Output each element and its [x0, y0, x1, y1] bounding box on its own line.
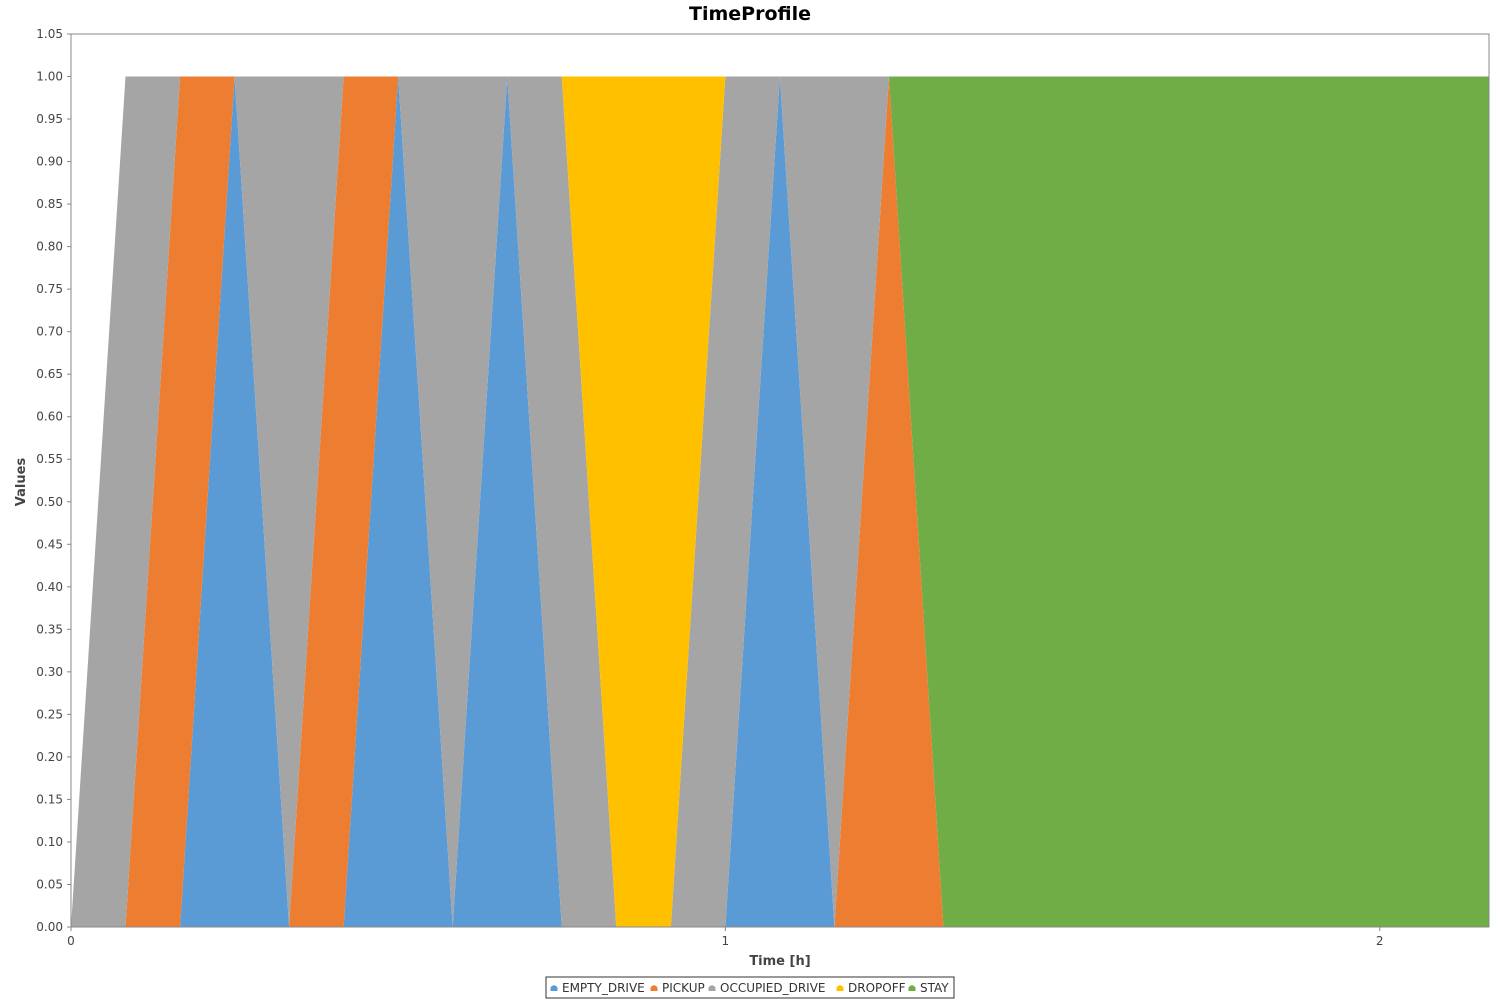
legend-symbol-pickup — [650, 985, 658, 991]
series-area-stay — [71, 76, 1489, 927]
legend-symbol-stay — [908, 985, 916, 991]
y-tick-label: 1.00 — [36, 70, 63, 84]
y-tick-label: 0.80 — [36, 240, 63, 254]
legend-label-stay: STAY — [920, 981, 949, 995]
y-tick-label: 0.25 — [36, 707, 63, 721]
legend-label-dropoff: DROPOFF — [848, 981, 906, 995]
x-tick-label: 2 — [1376, 934, 1384, 948]
plot-area — [70, 33, 1490, 928]
legend-symbol-empty-drive — [550, 985, 558, 991]
x-axis-title: Time [h] — [749, 954, 810, 969]
y-tick-label: 0.85 — [36, 197, 63, 211]
chart-title: TimeProfile — [689, 3, 811, 25]
legend-label-empty-drive: EMPTY_DRIVE — [562, 981, 645, 995]
y-tick-label: 0.40 — [36, 580, 63, 594]
y-tick-label: 0.75 — [36, 282, 63, 296]
legend: EMPTY_DRIVE PICKUP OCCUPIED_DRIVE DROPOFF ST… — [545, 976, 955, 999]
y-tick-label: 0.05 — [36, 877, 63, 891]
y-tick-label: 0.90 — [36, 155, 63, 169]
y-tick-label: 0.20 — [36, 750, 63, 764]
y-axis-title: Values — [14, 458, 29, 507]
y-tick-label: 0.45 — [36, 537, 63, 551]
series-area-occupied-drive — [71, 76, 1489, 927]
y-tick-label: 0.60 — [36, 410, 63, 424]
y-tick-label: 0.55 — [36, 452, 63, 466]
y-tick-label: 0.15 — [36, 792, 63, 806]
y-tick-label: 0.30 — [36, 665, 63, 679]
series-area-empty-drive — [71, 76, 1489, 927]
legend-symbol-occupied-drive — [708, 985, 716, 991]
y-tick-label: 1.05 — [36, 27, 63, 41]
y-tick-label: 0.10 — [36, 835, 63, 849]
y-tick-label: 0.00 — [36, 920, 63, 934]
series-area-pickup — [71, 76, 1489, 927]
x-tick-label: 0 — [67, 934, 75, 948]
y-tick-label: 0.65 — [36, 367, 63, 381]
x-tick-label: 1 — [722, 934, 730, 948]
y-tick-label: 0.35 — [36, 622, 63, 636]
legend-symbol-dropoff — [836, 985, 844, 991]
axes: 0.00 0.05 0.10 0.15 0.20 0.25 0.30 0.35 0.40 0.45… — [36, 27, 1489, 948]
y-tick-label: 0.50 — [36, 495, 63, 509]
legend-box — [545, 976, 955, 999]
y-tick-label: 0.70 — [36, 325, 63, 339]
legend-label-occupied-drive: OCCUPIED_DRIVE — [720, 981, 826, 995]
legend-label-pickup: PICKUP — [662, 981, 705, 995]
y-tick-label: 0.95 — [36, 112, 63, 126]
